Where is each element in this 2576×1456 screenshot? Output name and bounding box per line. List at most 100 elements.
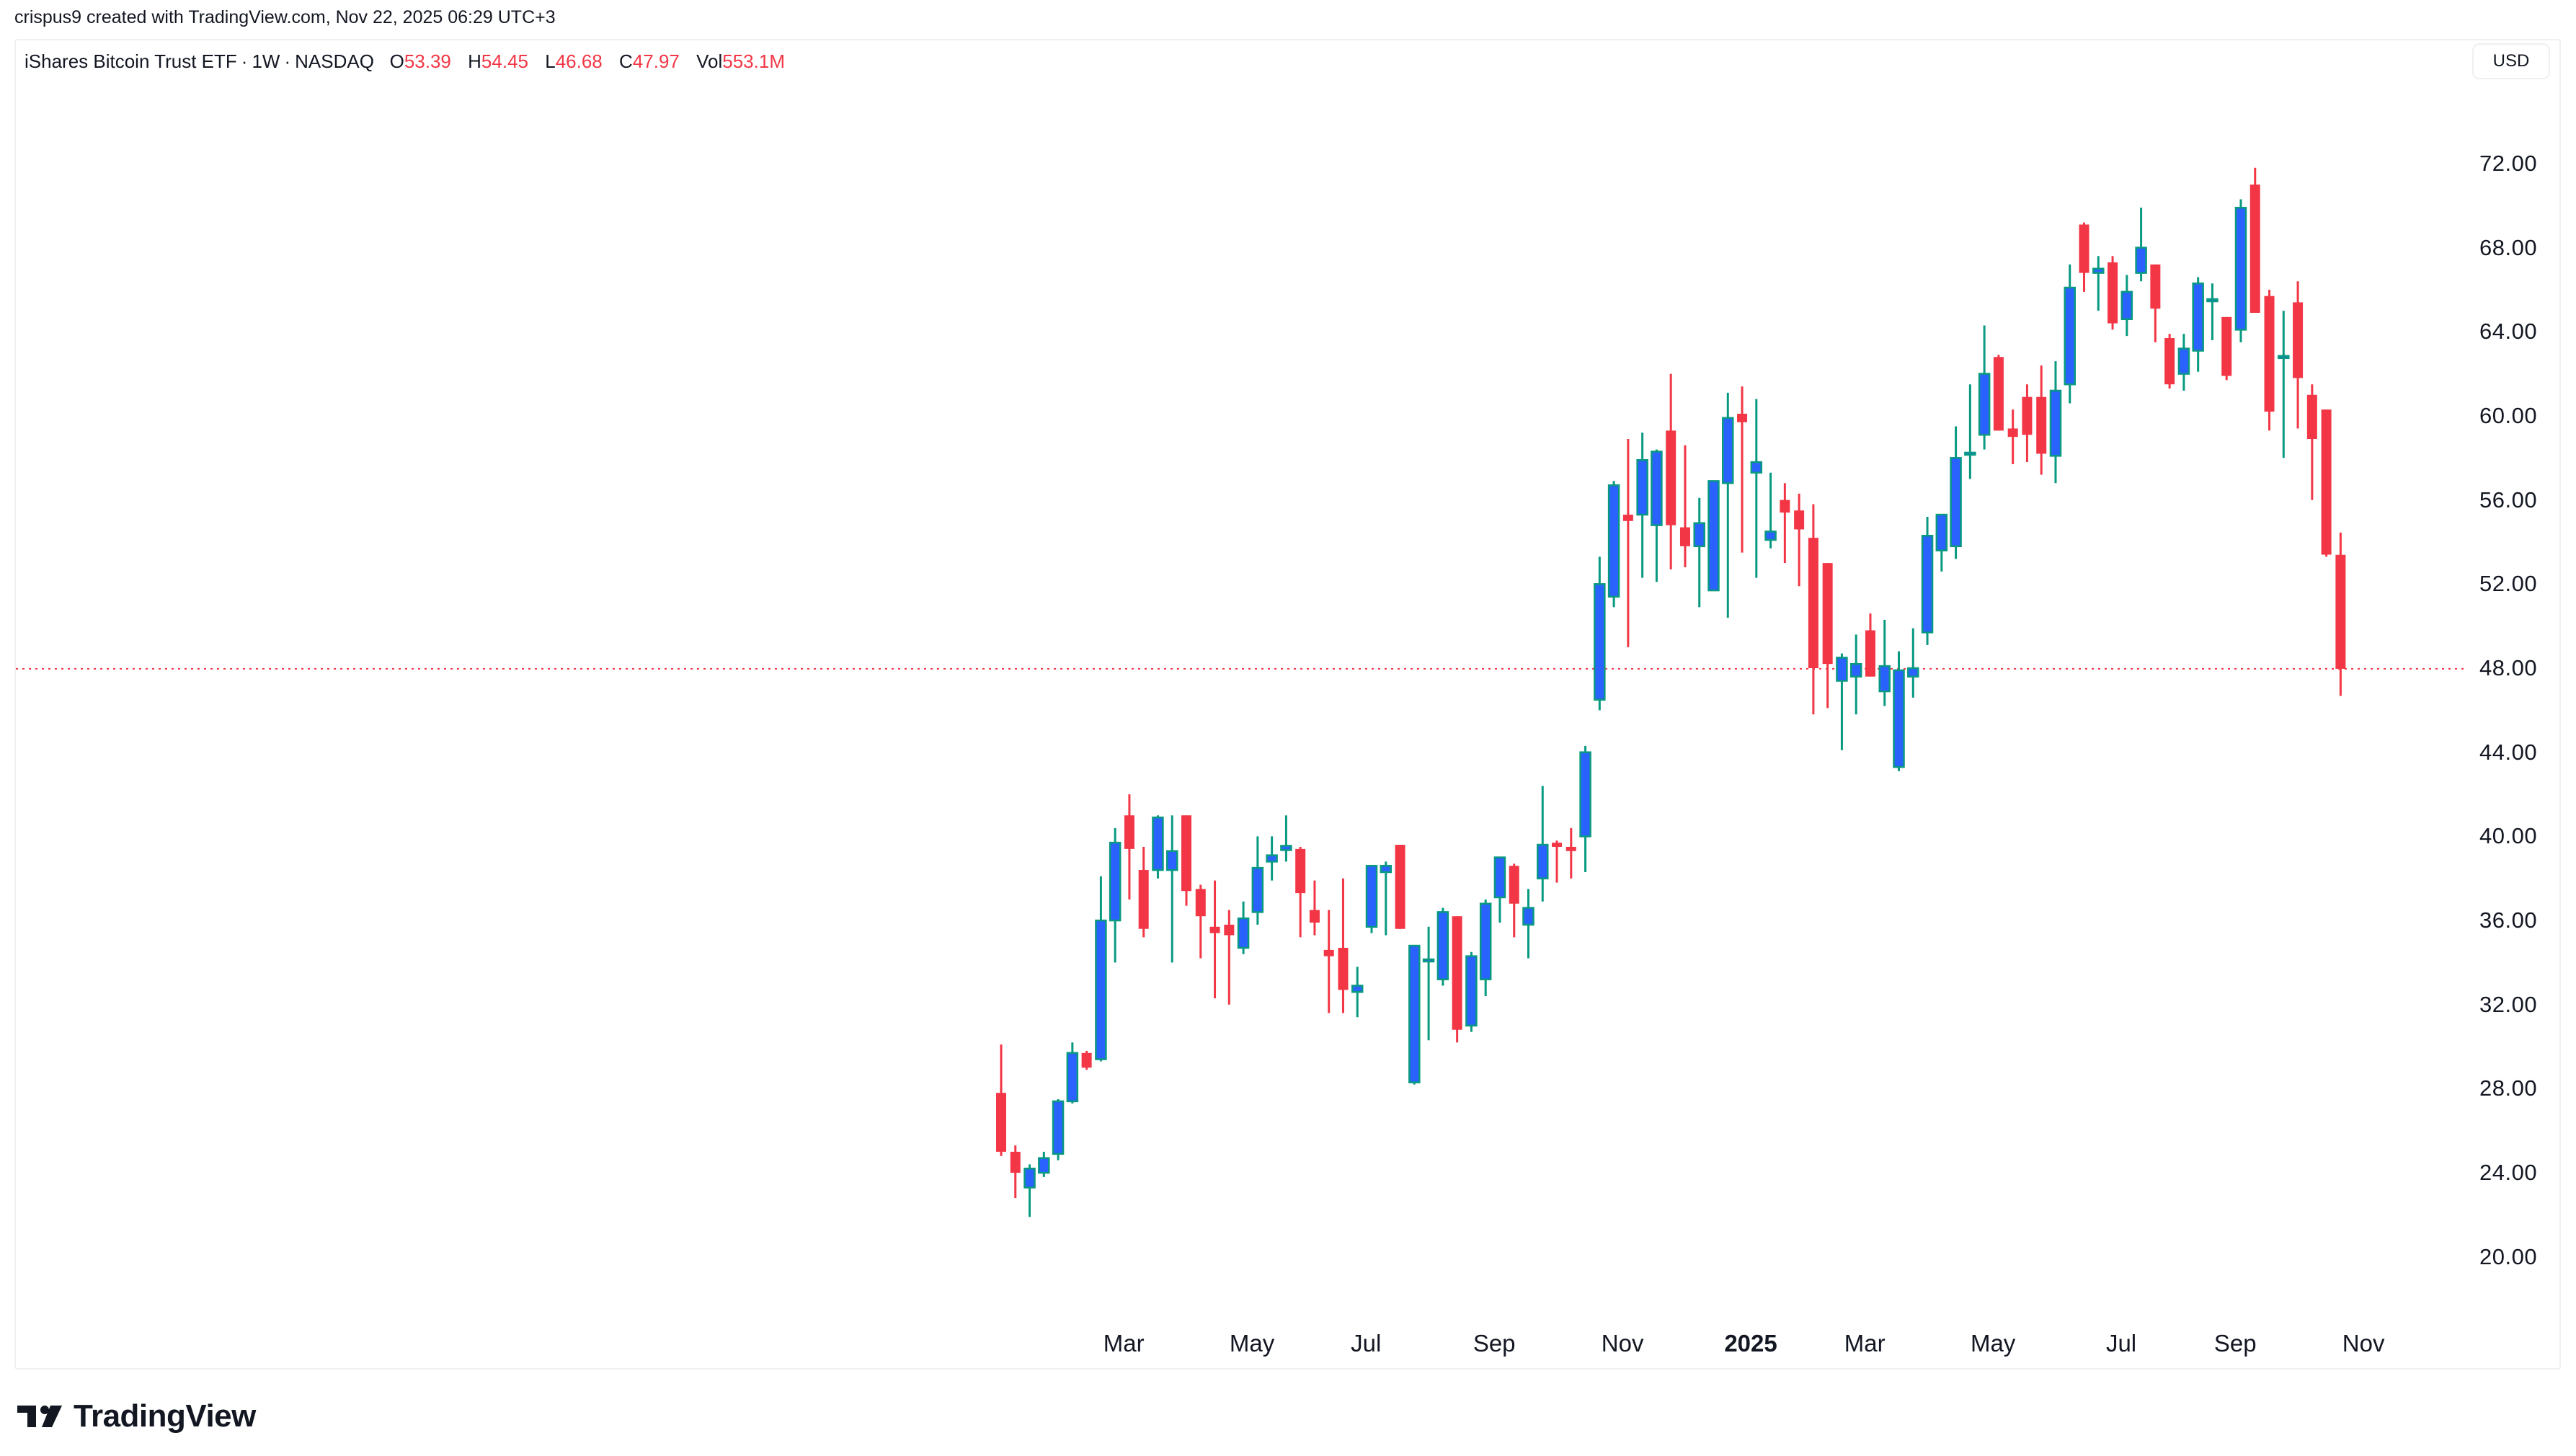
candle[interactable] xyxy=(1138,846,1149,938)
candle[interactable] xyxy=(1124,794,1134,900)
candle[interactable] xyxy=(1066,1042,1079,1104)
candle[interactable] xyxy=(1950,426,1962,559)
candle[interactable] xyxy=(1224,910,1235,1005)
candle[interactable] xyxy=(1808,504,1818,715)
candle[interactable] xyxy=(1794,493,1805,587)
candle[interactable] xyxy=(1052,1098,1065,1160)
candle[interactable] xyxy=(1565,827,1576,879)
candle[interactable] xyxy=(1878,619,1891,706)
candle[interactable] xyxy=(1408,944,1421,1085)
candle[interactable] xyxy=(1666,373,1676,569)
candle[interactable] xyxy=(1849,634,1862,715)
candle[interactable] xyxy=(2049,361,2062,484)
candle[interactable] xyxy=(1023,1164,1036,1217)
candle[interactable] xyxy=(1552,840,1563,883)
candle[interactable] xyxy=(1323,910,1334,1013)
candle[interactable] xyxy=(1280,815,1292,862)
candle[interactable] xyxy=(1780,483,1790,564)
candle[interactable] xyxy=(1295,846,1306,938)
tradingview-logo[interactable]: TradingView xyxy=(17,1398,256,1434)
candle[interactable] xyxy=(2007,409,2018,465)
candle[interactable] xyxy=(1707,480,1720,592)
candle[interactable] xyxy=(1509,864,1519,938)
candle[interactable] xyxy=(1764,472,1777,549)
candle[interactable] xyxy=(1622,439,1633,647)
candle[interactable] xyxy=(1436,907,1449,986)
candle[interactable] xyxy=(1993,355,2004,431)
candle[interactable] xyxy=(1095,876,1107,1062)
candle[interactable] xyxy=(1964,384,1976,479)
candle[interactable] xyxy=(1978,325,1991,450)
candle[interactable] xyxy=(1522,889,1535,959)
candle[interactable] xyxy=(1935,513,1948,572)
candle[interactable] xyxy=(1266,836,1278,881)
candle[interactable] xyxy=(1651,449,1663,582)
candle[interactable] xyxy=(1165,815,1178,963)
candle[interactable] xyxy=(2206,283,2219,340)
candle[interactable] xyxy=(2022,384,2033,463)
candle[interactable] xyxy=(1636,432,1648,578)
candle[interactable] xyxy=(1395,845,1405,929)
candle[interactable] xyxy=(1338,878,1349,1013)
candle[interactable] xyxy=(2120,275,2133,337)
candle[interactable] xyxy=(1693,497,1705,608)
candle[interactable] xyxy=(1181,815,1192,906)
candle[interactable] xyxy=(2177,334,2190,391)
candle[interactable] xyxy=(1109,827,1122,963)
candle[interactable] xyxy=(1737,386,1748,553)
candle[interactable] xyxy=(2108,256,2118,330)
candle[interactable] xyxy=(1822,563,1833,709)
candle[interactable] xyxy=(1465,951,1478,1032)
candle[interactable] xyxy=(2150,264,2161,342)
candle[interactable] xyxy=(2192,277,2204,372)
candle[interactable] xyxy=(2135,208,2147,282)
candle[interactable] xyxy=(1010,1145,1021,1199)
candle[interactable] xyxy=(1607,481,1620,608)
candle[interactable] xyxy=(2249,167,2260,314)
candle[interactable] xyxy=(1865,613,1875,677)
candle[interactable] xyxy=(1579,745,1591,872)
candle[interactable] xyxy=(1750,399,1763,578)
candle[interactable] xyxy=(2234,199,2247,342)
candle[interactable] xyxy=(1422,926,1435,1041)
candle[interactable] xyxy=(2064,264,2076,404)
candle[interactable] xyxy=(1237,901,1250,954)
candle[interactable] xyxy=(1594,556,1606,711)
candle[interactable] xyxy=(1038,1151,1050,1177)
candle[interactable] xyxy=(1893,651,1905,771)
candle[interactable] xyxy=(2293,281,2304,429)
interval[interactable]: 1W xyxy=(252,50,280,72)
candle[interactable] xyxy=(1365,864,1378,933)
candle[interactable] xyxy=(2092,256,2105,311)
candle[interactable] xyxy=(2321,409,2332,557)
candle[interactable] xyxy=(1537,786,1549,902)
candle[interactable] xyxy=(1836,653,1848,750)
candle[interactable] xyxy=(2278,311,2290,458)
candle[interactable] xyxy=(1152,815,1164,879)
candle[interactable] xyxy=(2264,289,2275,431)
symbol-name[interactable]: iShares Bitcoin Trust ETF xyxy=(25,50,237,72)
candle[interactable] xyxy=(1722,392,1734,618)
candle[interactable] xyxy=(1351,967,1364,1018)
candle[interactable] xyxy=(1081,1050,1092,1070)
candle[interactable] xyxy=(2335,532,2346,696)
candle[interactable] xyxy=(1452,916,1462,1043)
candle[interactable] xyxy=(1380,861,1393,936)
candle[interactable] xyxy=(1907,628,1919,698)
candle[interactable] xyxy=(1479,899,1492,997)
candle[interactable] xyxy=(2079,222,2089,292)
candle[interactable] xyxy=(996,1044,1006,1156)
candle[interactable] xyxy=(1251,836,1264,925)
candle[interactable] xyxy=(2164,334,2175,389)
candle[interactable] xyxy=(1921,516,1934,645)
candle[interactable] xyxy=(1493,856,1506,923)
candle[interactable] xyxy=(1679,445,1690,567)
currency-button[interactable]: USD xyxy=(2472,43,2550,79)
candle[interactable] xyxy=(2221,316,2232,381)
candle[interactable] xyxy=(1309,880,1320,936)
candle[interactable] xyxy=(1209,880,1220,998)
candle[interactable] xyxy=(2036,365,2047,475)
candle[interactable] xyxy=(2306,384,2317,500)
candle[interactable] xyxy=(1195,884,1206,959)
